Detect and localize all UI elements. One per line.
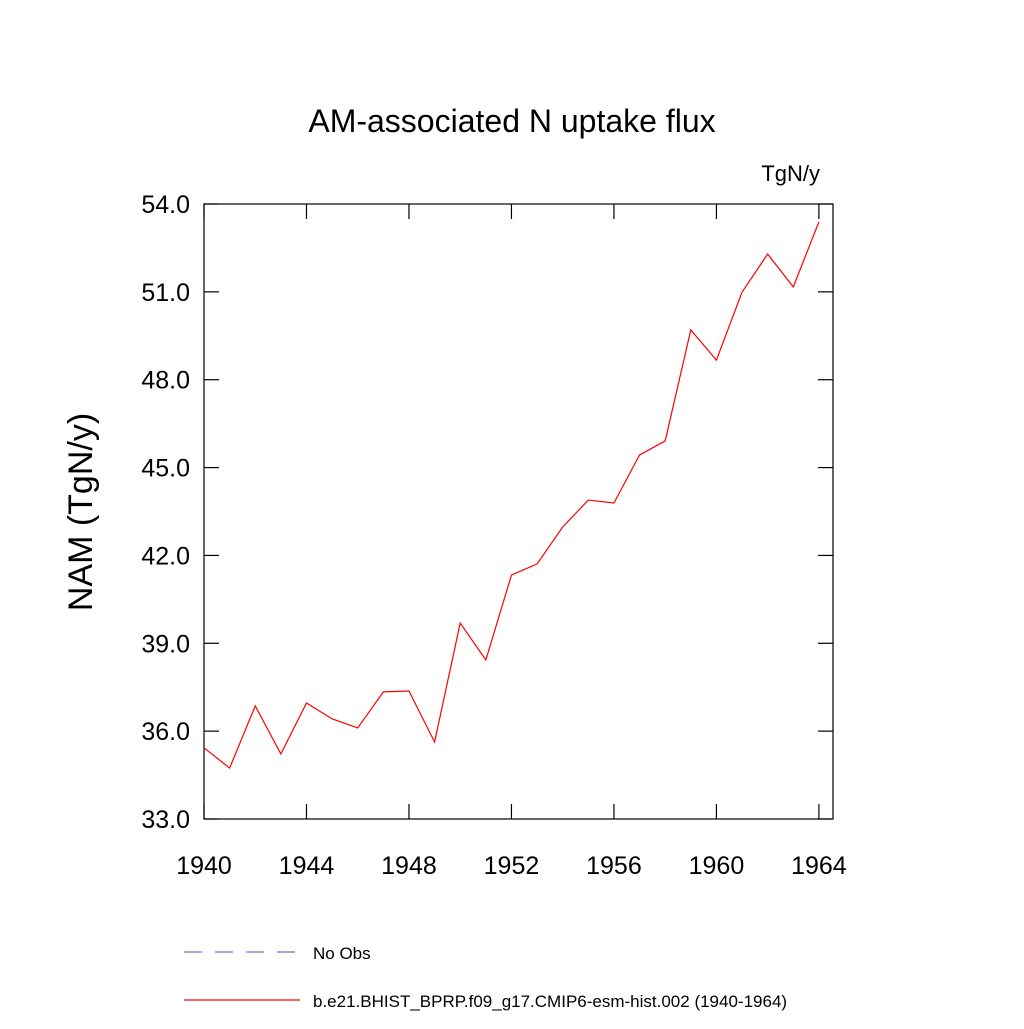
x-tick-label: 1964 xyxy=(791,852,847,880)
x-tick-label: 1944 xyxy=(279,852,335,880)
y-tick-label: 54.0 xyxy=(141,191,190,219)
y-tick-label: 36.0 xyxy=(141,718,190,746)
y-tick-label: 48.0 xyxy=(141,367,190,395)
y-tick-label: 51.0 xyxy=(141,279,190,307)
y-tick-label: 42.0 xyxy=(141,542,190,570)
y-axis-label: NAM (TgN/y) xyxy=(62,413,100,611)
chart-title: AM-associated N uptake flux xyxy=(308,103,715,139)
x-tick-label: 1956 xyxy=(586,852,642,880)
x-tick-label: 1960 xyxy=(689,852,745,880)
x-tick-label: 1948 xyxy=(381,852,437,880)
legend-label: b.e21.BHIST_BPRP.f09_g17.CMIP6-esm-hist.… xyxy=(313,992,787,1011)
legend-label: No Obs xyxy=(313,944,371,963)
x-tick-label: 1940 xyxy=(176,852,232,880)
plot-frame xyxy=(203,203,834,820)
y-tick-label: 39.0 xyxy=(141,630,190,658)
x-tick-label: 1952 xyxy=(484,852,540,880)
units-label: TgN/y xyxy=(761,161,820,186)
y-tick-label: 45.0 xyxy=(141,455,190,483)
y-tick-label: 33.0 xyxy=(141,806,190,834)
data-line xyxy=(203,221,820,770)
